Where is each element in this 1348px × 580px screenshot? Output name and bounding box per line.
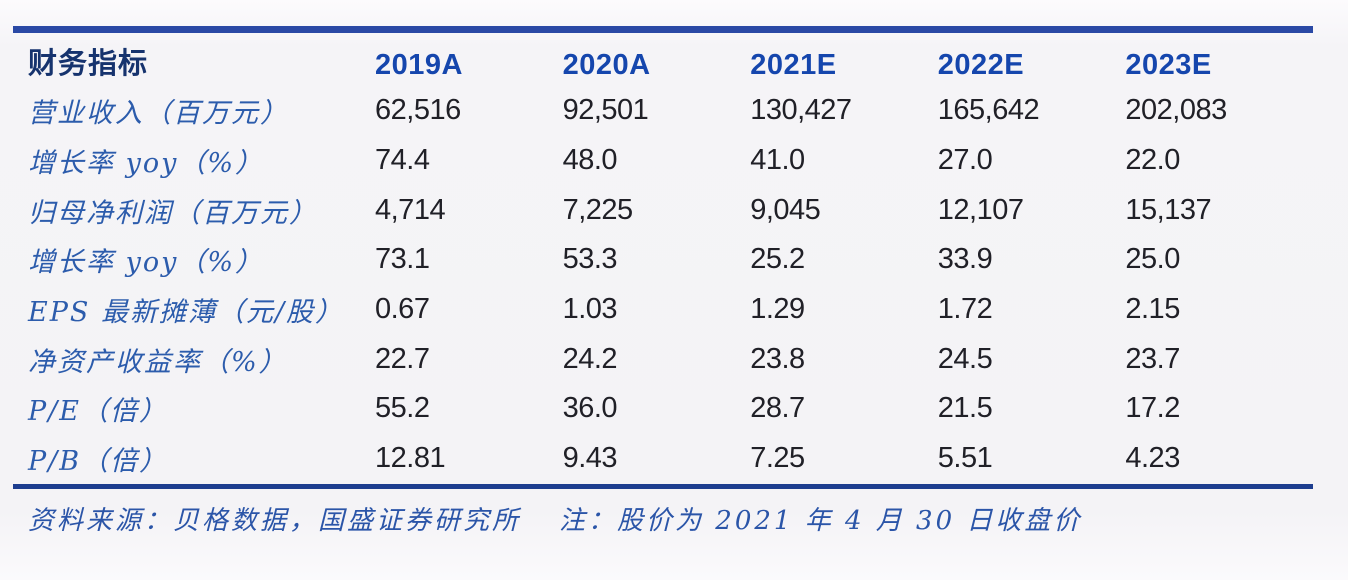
cell-value: 24.5 bbox=[937, 342, 993, 375]
table-row-net-profit: 归母净利润（百万元） 4,714 7,225 9,045 12,107 15,1… bbox=[13, 185, 1313, 235]
column-header-2019A: 2019A bbox=[375, 49, 463, 81]
cell-value: 36.0 bbox=[562, 392, 618, 425]
table-row-revenue-growth: 增长率 yoy（%） 74.4 48.0 41.0 27.0 22.0 bbox=[13, 136, 1313, 186]
cell-value: 28.7 bbox=[750, 392, 805, 425]
cell-value: 23.7 bbox=[1125, 342, 1180, 375]
cell-value: 25.2 bbox=[750, 243, 805, 276]
cell-value: 74.4 bbox=[375, 144, 430, 177]
cell-value: 53.3 bbox=[562, 243, 618, 276]
cell-value: 1.72 bbox=[937, 293, 993, 326]
cell-value: 1.29 bbox=[750, 293, 805, 326]
row-label: 增长率 yoy（%） bbox=[28, 148, 264, 180]
cell-value: 33.9 bbox=[937, 243, 993, 276]
row-label: EPS 最新摊薄（元/股） bbox=[28, 297, 345, 329]
cell-value: 55.2 bbox=[375, 392, 430, 425]
column-header-2021E: 2021E bbox=[750, 49, 837, 81]
cell-value: 7.25 bbox=[750, 442, 805, 475]
cell-value: 22.7 bbox=[375, 342, 430, 375]
row-label: 营业收入（百万元） bbox=[28, 98, 289, 130]
table-row-pe: P/E（倍） 55.2 36.0 28.7 21.5 17.2 bbox=[13, 384, 1313, 434]
row-label: P/B（倍） bbox=[28, 446, 169, 478]
table-footer: 资料来源：贝格数据，国盛证券研究所 注：股价为 2021 年 4 月 30 日收盘… bbox=[28, 500, 1328, 537]
cell-value: 1.03 bbox=[562, 293, 618, 326]
cell-value: 4.23 bbox=[1125, 442, 1180, 475]
column-header-2023E: 2023E bbox=[1125, 49, 1212, 81]
cell-value: 9.43 bbox=[562, 442, 618, 475]
table-row-profit-growth: 增长率 yoy（%） 73.1 53.3 25.2 33.9 25.0 bbox=[13, 235, 1313, 285]
cell-value: 27.0 bbox=[937, 144, 993, 177]
cell-value: 21.5 bbox=[937, 392, 993, 425]
cell-value: 73.1 bbox=[375, 243, 430, 276]
cell-value: 24.2 bbox=[562, 342, 618, 375]
cell-value: 7,225 bbox=[562, 193, 634, 226]
cell-value: 165,642 bbox=[937, 94, 1040, 127]
row-label: P/E（倍） bbox=[28, 396, 168, 428]
cell-value: 92,501 bbox=[562, 94, 649, 127]
note-text: 注：股价为 2021 年 4 月 30 日收盘价 bbox=[559, 506, 1083, 536]
cell-value: 15,137 bbox=[1125, 193, 1212, 226]
column-header-2022E: 2022E bbox=[937, 49, 1025, 81]
cell-value: 5.51 bbox=[937, 442, 993, 475]
table-header-row: 财务指标 2019A 2020A 2021E 2022E 2023E bbox=[13, 33, 1313, 86]
table-row-roe: 净资产收益率（%） 22.7 24.2 23.8 24.5 23.7 bbox=[13, 334, 1313, 384]
cell-value: 130,427 bbox=[750, 94, 852, 127]
financial-metrics-table: 财务指标 2019A 2020A 2021E 2022E 2023E 营业收入（… bbox=[13, 26, 1313, 489]
table-row-pb: P/B（倍） 12.81 9.43 7.25 5.51 4.23 bbox=[13, 434, 1313, 484]
cell-value: 41.0 bbox=[750, 144, 805, 177]
row-label: 归母净利润（百万元） bbox=[28, 197, 318, 229]
table-title: 财务指标 bbox=[28, 48, 149, 80]
cell-value: 25.0 bbox=[1125, 243, 1180, 276]
cell-value: 9,045 bbox=[750, 193, 821, 226]
cell-value: 62,516 bbox=[375, 94, 461, 127]
cell-value: 4,714 bbox=[375, 193, 446, 226]
table-row-eps: EPS 最新摊薄（元/股） 0.67 1.03 1.29 1.72 2.15 bbox=[13, 285, 1313, 335]
row-label: 净资产收益率（%） bbox=[28, 346, 288, 378]
cell-value: 22.0 bbox=[1125, 144, 1180, 177]
row-label: 增长率 yoy（%） bbox=[28, 247, 264, 279]
cell-value: 17.2 bbox=[1125, 392, 1180, 425]
cell-value: 23.8 bbox=[750, 342, 805, 375]
cell-value: 12.81 bbox=[375, 442, 446, 475]
cell-value: 12,107 bbox=[937, 193, 1024, 226]
source-text: 资料来源：贝格数据，国盛证券研究所 bbox=[28, 506, 522, 536]
column-header-2020A: 2020A bbox=[562, 49, 651, 81]
table-row-revenue: 营业收入（百万元） 62,516 92,501 130,427 165,642 … bbox=[13, 86, 1313, 136]
cell-value: 2.15 bbox=[1125, 293, 1180, 326]
cell-value: 0.67 bbox=[375, 293, 430, 326]
cell-value: 48.0 bbox=[562, 144, 618, 177]
cell-value: 202,083 bbox=[1125, 94, 1227, 127]
